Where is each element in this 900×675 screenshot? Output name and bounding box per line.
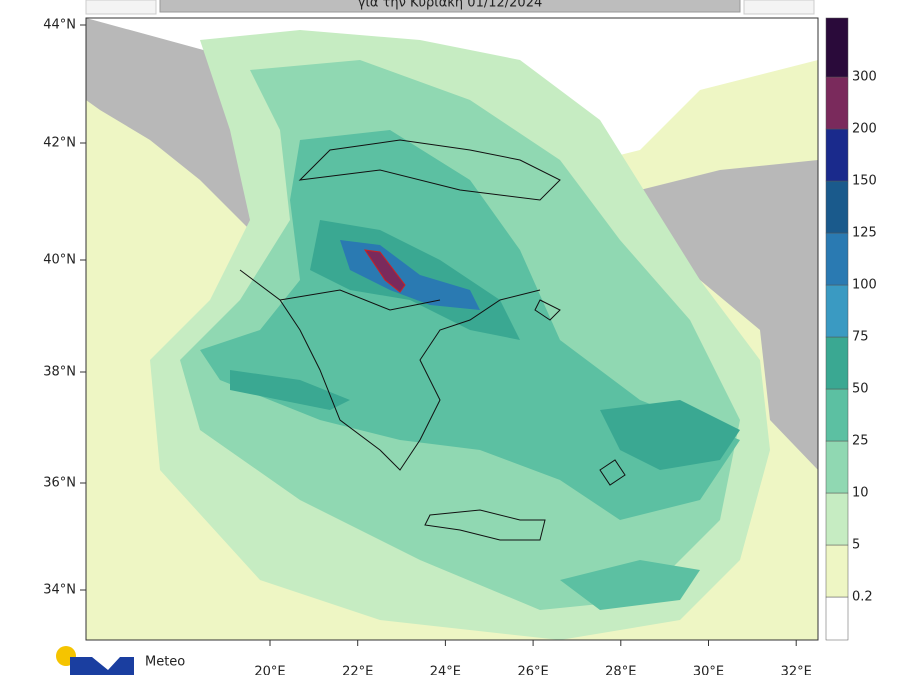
colorbar-label: 50 bbox=[852, 382, 869, 397]
title: για την Κυριακή 01/12/2024 bbox=[358, 0, 542, 11]
lon-axis: 20°E 22°E 24°E 26°E 28°E 30°E 32°E bbox=[254, 640, 812, 675]
colorbar-swatch bbox=[825, 128, 849, 182]
lat-label: 40°N bbox=[43, 253, 76, 268]
lat-label: 36°N bbox=[43, 476, 76, 491]
colorbar-label: 125 bbox=[852, 226, 877, 241]
map bbox=[85, 17, 819, 641]
lon-label: 26°E bbox=[517, 665, 548, 675]
colorbar-swatch bbox=[825, 388, 849, 442]
rain-75 bbox=[600, 400, 740, 470]
lat-axis: 44°N 42°N 40°N 38°N 36°N 34°N bbox=[43, 18, 86, 598]
colorbar-label: 25 bbox=[852, 434, 869, 449]
colorbar-swatch bbox=[825, 180, 849, 234]
colorbar-label: 0.2 bbox=[852, 590, 873, 605]
colorbar-swatch bbox=[825, 232, 849, 286]
colorbar-label: 200 bbox=[852, 122, 877, 137]
map-frame bbox=[85, 17, 819, 641]
rain-50 bbox=[560, 560, 700, 610]
colorbar-swatch bbox=[825, 76, 849, 130]
lat-label: 42°N bbox=[43, 136, 76, 151]
lat-label: 44°N bbox=[43, 18, 76, 33]
rain-200 bbox=[363, 249, 406, 293]
colorbar-swatch bbox=[825, 596, 849, 641]
colorbar-swatch bbox=[825, 284, 849, 338]
colorbar-label: 150 bbox=[852, 174, 877, 189]
colorbar-label: 5 bbox=[852, 538, 860, 553]
title-box bbox=[159, 0, 741, 13]
rain-75 bbox=[230, 370, 350, 410]
logo-text: Meteo bbox=[145, 655, 185, 670]
colorbar-label: 100 bbox=[852, 278, 877, 293]
colorbar-swatch bbox=[825, 544, 849, 598]
coastlines bbox=[239, 139, 626, 541]
colorbar-label: 10 bbox=[852, 486, 869, 501]
logo-box-left bbox=[85, 0, 157, 15]
lat-label: 34°N bbox=[43, 583, 76, 598]
colorbar-swatch bbox=[825, 17, 849, 78]
colorbar-swatch bbox=[825, 336, 849, 390]
lon-label: 30°E bbox=[693, 665, 724, 675]
lat-label: 38°N bbox=[43, 365, 76, 380]
lon-label: 22°E bbox=[342, 665, 373, 675]
lon-label: 20°E bbox=[254, 665, 285, 675]
logo-box-right bbox=[743, 0, 815, 15]
lon-label: 24°E bbox=[430, 665, 461, 675]
lon-label: 32°E bbox=[781, 665, 812, 675]
colorbar-swatch bbox=[825, 440, 849, 494]
logo: Meteo bbox=[56, 646, 185, 675]
colorbar-label: 75 bbox=[852, 330, 869, 345]
land-gray bbox=[640, 160, 818, 470]
colorbar-label: 300 bbox=[852, 70, 877, 85]
colorbar-swatch bbox=[825, 492, 849, 546]
logo-shape bbox=[70, 657, 134, 675]
colorbar: 0.2 5 10 25 50 75 100 125 150 200 300 bbox=[825, 17, 877, 641]
lon-label: 28°E bbox=[605, 665, 636, 675]
